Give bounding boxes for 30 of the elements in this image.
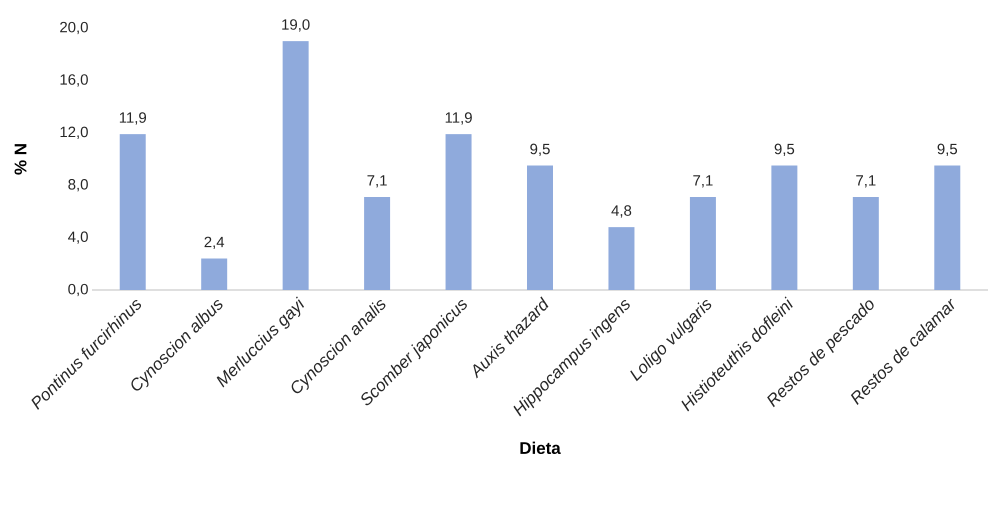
bar xyxy=(120,134,146,290)
bar xyxy=(934,166,960,290)
bar xyxy=(201,258,228,290)
data-label: 4,8 xyxy=(611,205,632,218)
bar xyxy=(771,166,798,290)
y-tick-label: 12,0 xyxy=(60,126,88,139)
data-label: 9,5 xyxy=(774,144,794,156)
bar xyxy=(608,227,634,290)
data-label: 9,5 xyxy=(530,144,550,156)
y-tick-label: 0,0 xyxy=(68,284,88,296)
bar xyxy=(282,41,309,290)
data-label: 7,1 xyxy=(367,175,387,188)
bar xyxy=(446,134,472,290)
x-axis-title: Dieta xyxy=(520,442,561,454)
y-tick-label: 4,0 xyxy=(68,231,88,244)
data-label: 7,1 xyxy=(693,175,713,188)
data-label: 19,0 xyxy=(282,19,310,32)
y-tick-label: 20,0 xyxy=(60,22,88,34)
y-tick-label: 16,0 xyxy=(60,74,88,87)
bar xyxy=(364,196,390,290)
data-label: 2,4 xyxy=(204,236,224,250)
bar xyxy=(852,196,879,290)
data-label: 7,1 xyxy=(856,175,876,188)
data-label: 9,5 xyxy=(938,144,958,156)
data-label: 11,9 xyxy=(120,112,146,125)
data-label: 11,9 xyxy=(446,112,472,125)
bar xyxy=(690,196,716,290)
y-tick-label: 8,0 xyxy=(68,179,88,192)
y-axis-title: % N xyxy=(14,144,26,175)
bar xyxy=(527,166,554,290)
